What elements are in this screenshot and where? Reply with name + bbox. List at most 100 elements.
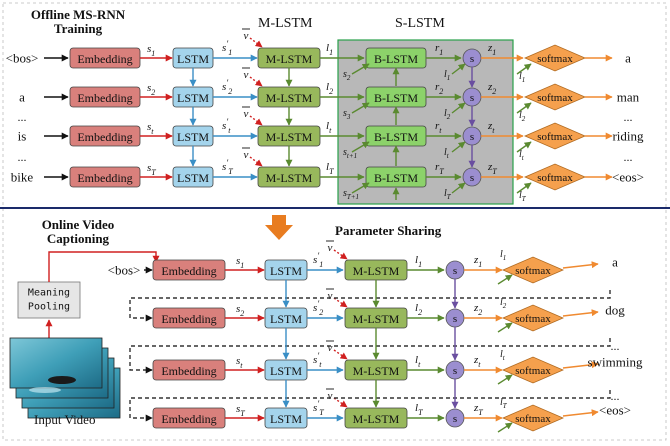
offline-input-dots: ...: [18, 150, 27, 164]
online-embedding-box-label: Embedding: [161, 364, 216, 378]
online-softmax-to-output-arrow: [562, 409, 599, 417]
offline-title: Offline MS-RNN Training: [18, 8, 138, 36]
online-v-to-mlstm-arrow: [333, 297, 348, 308]
lb-to-s-arrow: [451, 63, 466, 75]
offline-out-l-var: l1: [519, 71, 525, 85]
online-embedding-box-label: Embedding: [161, 312, 216, 326]
sb-to-blstm-arrow: [351, 141, 370, 153]
v-to-mlstm-arrow: [249, 37, 263, 48]
offline-s-var: st: [147, 121, 154, 136]
online-out-l-to-softmax-arrow: [497, 322, 513, 333]
offline-v-var: v: [244, 149, 249, 161]
online-lstm-box-label: LSTM: [270, 264, 302, 278]
offline-v-var: v: [244, 69, 249, 81]
meaning-pooling-label-1: Meaning: [28, 288, 70, 299]
offline-embedding-box-label: Embedding: [77, 52, 132, 66]
offline-v-var: v: [244, 30, 249, 42]
online-l-var: l2: [415, 302, 422, 317]
online-softmax: [501, 404, 565, 432]
online-softmax: [501, 356, 565, 384]
online-mlstm-box-label: M-LSTM: [353, 264, 400, 278]
online-v-to-mlstm-arrow: [333, 397, 348, 408]
online-out-l-var: l2: [500, 297, 507, 311]
offline-lb-var: l2: [444, 108, 451, 122]
parameter-sharing-arrow: [265, 215, 293, 240]
offline-sb-var: s2: [343, 69, 351, 83]
offline-s-node-label: s: [470, 53, 474, 65]
offline-l-var: lT: [326, 161, 334, 176]
online-s-node-label: s: [453, 313, 457, 325]
online-l-var: lt: [415, 354, 421, 369]
online-v-to-mlstm-arrow: [333, 349, 348, 360]
offline-embedding-box-label: Embedding: [77, 91, 132, 105]
online-softmax-to-output-arrow: [562, 309, 599, 317]
offline-s-var: s2: [147, 82, 155, 97]
online-lstm-box-label: LSTM: [270, 312, 302, 326]
v-to-mlstm-arrow: [249, 76, 263, 87]
offline-output-word: a: [625, 51, 631, 66]
online-mlstm-box-label: M-LSTM: [353, 412, 400, 426]
offline-mlstm-box-label: M-LSTM: [266, 52, 313, 66]
offline-mlstm-box-label: M-LSTM: [266, 91, 313, 105]
offline-title-line2: Training: [53, 21, 103, 36]
online-v-var: v: [328, 242, 333, 254]
online-s-node-label: s: [453, 413, 457, 425]
offline-sprime-var: s'T: [222, 158, 233, 176]
online-v-var: v: [328, 342, 333, 354]
water-ripple: [29, 387, 61, 393]
m-lstm-header: M-LSTM: [258, 16, 313, 31]
online-sprime-var: s't: [313, 351, 322, 369]
offline-lstm-box-label: LSTM: [177, 52, 209, 66]
online-output-dots: ...: [611, 389, 620, 403]
offline-lb-var: lT: [444, 188, 452, 202]
offline-lb-var: l1: [444, 69, 450, 83]
offline-v-var: v: [244, 108, 249, 120]
offline-lb-var: lt: [444, 147, 450, 161]
online-s-var: sT: [236, 403, 245, 418]
lb-to-s-arrow: [451, 141, 466, 153]
online-softmax-label: softmax: [515, 413, 551, 425]
online-out-l-to-softmax-arrow: [497, 374, 513, 385]
offline-blstm-box-label: B-LSTM: [374, 171, 418, 185]
online-softmax-label: softmax: [515, 265, 551, 277]
offline-s-node-label: s: [470, 131, 474, 143]
out-l-to-softmax-arrow: [516, 63, 532, 75]
online-out-l-var: l1: [500, 249, 506, 263]
online-sprime-var: s'2: [313, 299, 323, 317]
offline-s-node-label: s: [470, 92, 474, 104]
offline-title-line1: Offline MS-RNN: [30, 7, 126, 22]
lb-to-s-arrow: [451, 182, 466, 194]
online-lstm-box-label: LSTM: [270, 364, 302, 378]
offline-sprime-var: s'1: [222, 39, 232, 57]
offline-lstm-box-label: LSTM: [177, 171, 209, 185]
online-title-line2: Captioning: [46, 231, 110, 246]
offline-softmax-label: softmax: [537, 131, 573, 143]
online-bos-word: <bos>: [108, 263, 141, 278]
online-out-l-var: lt: [500, 349, 506, 363]
offline-s-node-label: s: [470, 172, 474, 184]
offline-l-var: l2: [326, 81, 333, 96]
pooling-to-embedding-arrow: [48, 251, 160, 282]
offline-output-word: riding: [612, 129, 644, 144]
sb-to-blstm-arrow: [351, 63, 370, 75]
offline-sb-var: st+1: [343, 147, 357, 161]
online-lstm-box-label: LSTM: [270, 412, 302, 426]
offline-output-dots: ...: [624, 110, 633, 124]
online-s-node-label: s: [453, 265, 457, 277]
online-s-var: s2: [236, 303, 244, 318]
offline-z-var: z2: [487, 81, 496, 96]
online-softmax-to-output-arrow: [562, 361, 599, 369]
offline-out-l-var: lt: [519, 149, 525, 163]
online-z-var: z1: [473, 254, 482, 269]
out-l-to-softmax-arrow: [516, 182, 532, 194]
dog-in-frame: [48, 376, 76, 384]
offline-sb-var: s3: [343, 108, 351, 122]
offline-s-var: s1: [147, 43, 155, 58]
offline-input-word: a: [19, 90, 25, 105]
online-s-var: st: [236, 355, 243, 370]
offline-blstm-box-label: B-LSTM: [374, 91, 418, 105]
online-softmax-label: softmax: [515, 313, 551, 325]
offline-sprime-var: s'2: [222, 78, 232, 96]
offline-input-word: bike: [11, 170, 34, 185]
offline-output-word: <eos>: [612, 170, 644, 185]
